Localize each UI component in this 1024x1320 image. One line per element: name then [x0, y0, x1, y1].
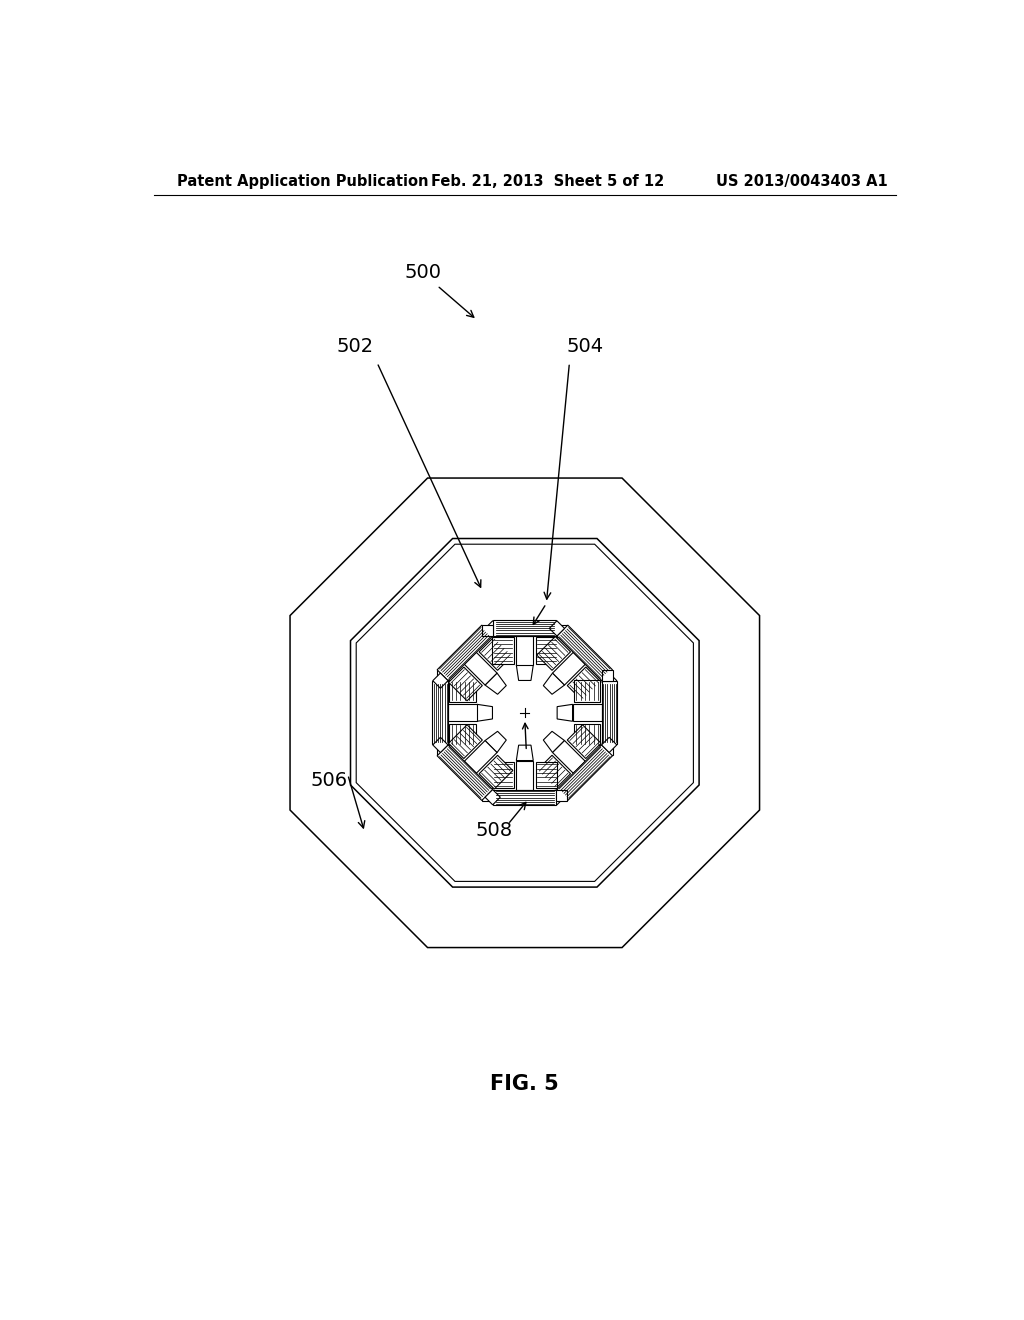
Polygon shape	[485, 789, 501, 805]
Polygon shape	[544, 673, 564, 694]
Polygon shape	[433, 738, 449, 752]
Polygon shape	[557, 626, 612, 681]
Polygon shape	[549, 789, 564, 805]
Polygon shape	[516, 665, 534, 681]
Polygon shape	[567, 725, 601, 759]
Polygon shape	[449, 667, 482, 701]
Polygon shape	[556, 789, 567, 800]
Polygon shape	[516, 760, 534, 789]
Polygon shape	[447, 705, 477, 721]
Polygon shape	[485, 620, 501, 636]
Polygon shape	[464, 741, 497, 774]
Text: 500: 500	[404, 263, 441, 281]
Polygon shape	[464, 652, 497, 685]
Polygon shape	[557, 705, 572, 721]
Polygon shape	[433, 673, 449, 688]
Polygon shape	[437, 744, 447, 755]
Polygon shape	[537, 755, 570, 789]
Polygon shape	[574, 723, 600, 744]
Polygon shape	[536, 638, 557, 664]
Polygon shape	[602, 671, 612, 681]
Polygon shape	[485, 673, 506, 694]
Text: 502: 502	[337, 338, 374, 356]
Text: US 2013/0043403 A1: US 2013/0043403 A1	[716, 174, 888, 189]
Text: Patent Application Publication: Patent Application Publication	[177, 174, 428, 189]
Polygon shape	[602, 744, 612, 755]
Text: 508: 508	[475, 821, 513, 840]
Polygon shape	[537, 636, 570, 671]
Text: FIG. 5: FIG. 5	[490, 1074, 559, 1094]
Polygon shape	[556, 626, 567, 636]
Polygon shape	[450, 681, 475, 702]
Polygon shape	[572, 705, 602, 721]
Polygon shape	[516, 636, 534, 665]
Polygon shape	[485, 731, 506, 752]
Polygon shape	[553, 652, 586, 685]
Text: 506: 506	[310, 771, 348, 789]
Polygon shape	[549, 620, 564, 636]
Polygon shape	[557, 744, 612, 800]
Polygon shape	[567, 667, 601, 701]
Polygon shape	[574, 681, 600, 702]
Polygon shape	[437, 626, 493, 681]
Polygon shape	[544, 731, 564, 752]
Polygon shape	[479, 636, 513, 671]
Polygon shape	[482, 626, 494, 636]
Polygon shape	[482, 789, 494, 800]
Polygon shape	[493, 638, 514, 664]
Text: Feb. 21, 2013  Sheet 5 of 12: Feb. 21, 2013 Sheet 5 of 12	[431, 174, 665, 189]
Polygon shape	[437, 744, 493, 800]
Polygon shape	[477, 705, 493, 721]
Polygon shape	[553, 741, 586, 774]
Polygon shape	[516, 744, 534, 760]
Polygon shape	[494, 620, 556, 636]
Polygon shape	[449, 725, 482, 759]
Polygon shape	[432, 681, 447, 744]
Polygon shape	[494, 789, 556, 805]
Polygon shape	[602, 681, 617, 744]
Polygon shape	[601, 673, 616, 688]
Polygon shape	[450, 723, 475, 744]
Polygon shape	[536, 762, 557, 788]
Text: 504: 504	[566, 338, 603, 356]
Polygon shape	[493, 762, 514, 788]
Polygon shape	[437, 671, 447, 681]
Polygon shape	[479, 755, 513, 789]
Polygon shape	[601, 738, 616, 752]
